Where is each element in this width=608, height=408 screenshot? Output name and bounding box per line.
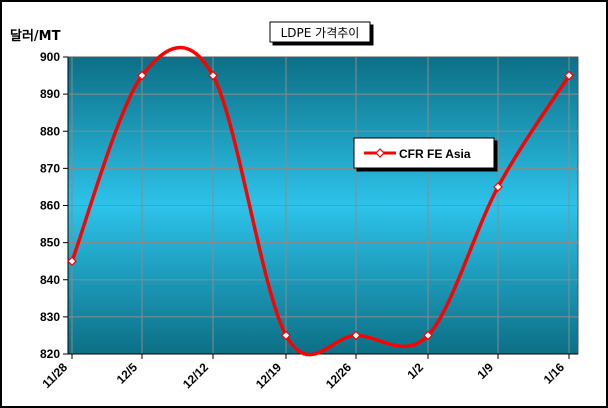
y-tick-label: 860 — [40, 199, 60, 213]
data-point-marker — [137, 70, 147, 81]
legend-marker-swatch — [375, 148, 385, 158]
y-tick-label: 870 — [40, 161, 60, 175]
y-tick-label: 890 — [40, 87, 60, 101]
data-point-marker — [351, 330, 361, 341]
markers — [67, 70, 574, 341]
y-tick-label: 840 — [40, 273, 60, 287]
data-point-marker — [493, 182, 503, 192]
x-tick-label: 1/16 — [541, 360, 568, 387]
y-tick-label: 850 — [40, 236, 60, 250]
data-point-marker — [564, 70, 574, 81]
legend-label: CFR FE Asia — [399, 147, 471, 161]
chart-title-box: LDPE 가격추이 — [269, 21, 371, 43]
x-tick-label: 12/12 — [180, 360, 211, 391]
gridlines — [68, 57, 578, 354]
x-tick-label: 12/5 — [114, 360, 141, 387]
x-tick-label: 1/9 — [474, 360, 496, 382]
y-tick-label: 820 — [40, 347, 60, 361]
x-tick-label: 12/19 — [253, 360, 284, 391]
y-axis-unit-label: 달러/MT — [10, 28, 61, 44]
x-tick-label: 1/2 — [404, 360, 426, 382]
x-tick-label: 11/28 — [39, 360, 70, 391]
data-point-marker — [208, 70, 218, 81]
y-tick-label: 880 — [40, 124, 60, 138]
data-point-marker — [281, 330, 291, 341]
y-tick-label: 830 — [40, 310, 60, 324]
data-point-marker — [67, 256, 77, 267]
y-tick-label: 900 — [40, 50, 60, 64]
legend: CFR FE Asia — [353, 137, 495, 169]
data-point-marker — [423, 330, 433, 341]
chart-title: LDPE 가격추이 — [281, 26, 360, 40]
x-tick-label: 12/26 — [323, 360, 354, 391]
